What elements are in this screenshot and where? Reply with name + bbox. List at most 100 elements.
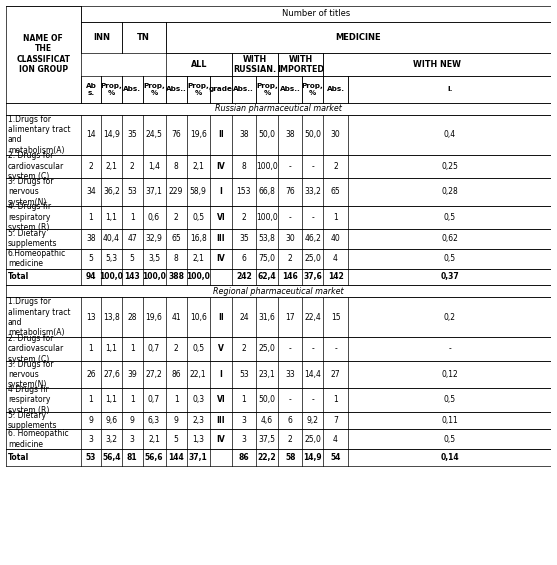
Text: 5,3: 5,3: [105, 254, 118, 263]
Text: 100,0: 100,0: [256, 162, 278, 171]
Text: Prop,
%: Prop, %: [101, 82, 123, 95]
Text: 0,5: 0,5: [443, 254, 456, 263]
Text: 1,1: 1,1: [105, 212, 118, 221]
Text: 100,0: 100,0: [187, 272, 210, 281]
Text: 388: 388: [168, 272, 184, 281]
Text: WITH
IMPORTED: WITH IMPORTED: [277, 55, 324, 74]
Text: VI: VI: [217, 212, 225, 221]
Text: -: -: [289, 345, 292, 354]
Text: 2. Drugs for
cardiovascular
system (C): 2. Drugs for cardiovascular system (C): [8, 151, 64, 181]
Text: 30: 30: [285, 234, 295, 244]
Text: 0,5: 0,5: [443, 434, 456, 444]
Text: 3. Drugs for
nervous
system(N): 3. Drugs for nervous system(N): [8, 177, 53, 207]
Text: 25,0: 25,0: [258, 345, 276, 354]
Text: 14,9: 14,9: [304, 453, 322, 462]
Text: 0,3: 0,3: [192, 396, 204, 405]
Text: I: I: [219, 187, 222, 196]
Text: 38: 38: [86, 234, 96, 244]
Text: 38: 38: [239, 130, 248, 139]
Text: 3. Drugs for
nervous
system(N): 3. Drugs for nervous system(N): [8, 359, 53, 389]
Text: II: II: [218, 313, 224, 322]
Text: 1: 1: [130, 345, 135, 354]
Text: 76: 76: [171, 130, 181, 139]
Text: -: -: [311, 162, 314, 171]
Text: 0,2: 0,2: [443, 313, 456, 322]
Text: 22,4: 22,4: [304, 313, 321, 322]
Text: ALL: ALL: [190, 60, 207, 69]
Text: Ab
s.: Ab s.: [86, 82, 96, 95]
Text: Abs..: Abs..: [233, 86, 254, 92]
Text: 56,4: 56,4: [102, 453, 121, 462]
Text: 0,5: 0,5: [192, 345, 204, 354]
Text: 37,6: 37,6: [303, 272, 322, 281]
Text: 28: 28: [128, 313, 137, 322]
Text: 0,12: 0,12: [441, 370, 458, 379]
Text: 2: 2: [288, 254, 292, 263]
Text: 24,5: 24,5: [145, 130, 163, 139]
Text: 0,7: 0,7: [148, 396, 160, 405]
Text: 3: 3: [241, 416, 246, 425]
Text: Abs..: Abs..: [166, 86, 187, 92]
Text: 153: 153: [237, 187, 251, 196]
Text: 1: 1: [89, 396, 94, 405]
Text: 14,4: 14,4: [304, 370, 321, 379]
Text: 100,0: 100,0: [142, 272, 166, 281]
Text: 0,25: 0,25: [441, 162, 458, 171]
Text: 33,2: 33,2: [304, 187, 321, 196]
Text: 9: 9: [89, 416, 94, 425]
Text: 2: 2: [174, 212, 179, 221]
Text: 8: 8: [174, 162, 179, 171]
Text: 62,4: 62,4: [258, 272, 276, 281]
Text: 6: 6: [288, 416, 292, 425]
Text: 19,6: 19,6: [145, 313, 163, 322]
Text: 54: 54: [330, 453, 341, 462]
Text: 6: 6: [241, 254, 246, 263]
Text: 27,6: 27,6: [103, 370, 120, 379]
Text: 22,2: 22,2: [258, 453, 276, 462]
Text: 65: 65: [331, 187, 340, 196]
Text: 4. Drugs fir
respiratory
system (R): 4. Drugs fir respiratory system (R): [8, 202, 51, 232]
Text: -: -: [448, 345, 451, 354]
Text: 37,1: 37,1: [145, 187, 163, 196]
Text: 50,0: 50,0: [258, 130, 276, 139]
Text: Prop,
%: Prop, %: [302, 82, 324, 95]
Text: 46,2: 46,2: [304, 234, 321, 244]
Text: 53: 53: [128, 187, 137, 196]
Text: 15: 15: [331, 313, 340, 322]
Text: 6,3: 6,3: [148, 416, 160, 425]
Text: 1: 1: [130, 396, 135, 405]
Text: V: V: [218, 345, 224, 354]
Text: 41: 41: [172, 313, 181, 322]
Text: 6. Homeopathic
medicine: 6. Homeopathic medicine: [8, 429, 69, 449]
Text: 53,8: 53,8: [258, 234, 276, 244]
Text: 1: 1: [130, 212, 135, 221]
Text: 81: 81: [127, 453, 138, 462]
Text: 0,28: 0,28: [441, 187, 458, 196]
Text: 3,5: 3,5: [148, 254, 160, 263]
Text: grade: grade: [209, 86, 233, 92]
Text: 53: 53: [86, 453, 96, 462]
Text: 144: 144: [168, 453, 184, 462]
Text: 86: 86: [172, 370, 181, 379]
Text: II: II: [218, 130, 224, 139]
Text: 142: 142: [328, 272, 344, 281]
Text: 4,6: 4,6: [261, 416, 273, 425]
Text: 33: 33: [285, 370, 295, 379]
Text: 1: 1: [89, 212, 94, 221]
Text: 56,6: 56,6: [145, 453, 163, 462]
Text: 65: 65: [171, 234, 181, 244]
Text: 25,0: 25,0: [304, 254, 321, 263]
Text: 1,1: 1,1: [105, 345, 118, 354]
Text: 34: 34: [86, 187, 96, 196]
Text: INN: INN: [93, 33, 110, 42]
Text: 27: 27: [331, 370, 340, 379]
Text: 1: 1: [174, 396, 179, 405]
Text: 2,1: 2,1: [148, 434, 160, 444]
Text: 32,9: 32,9: [145, 234, 163, 244]
Text: III: III: [217, 234, 225, 244]
Text: 146: 146: [282, 272, 298, 281]
Text: 3,2: 3,2: [105, 434, 118, 444]
Text: 2: 2: [242, 345, 246, 354]
Text: 0,14: 0,14: [441, 453, 459, 462]
Text: -: -: [289, 162, 292, 171]
